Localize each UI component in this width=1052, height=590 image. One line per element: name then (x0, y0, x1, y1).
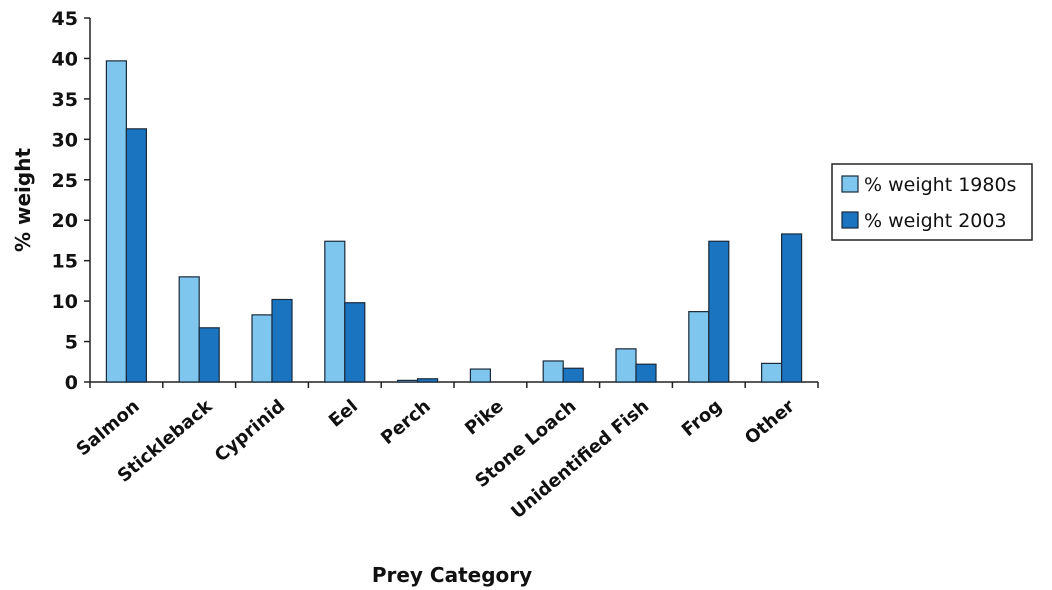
legend-swatch (841, 211, 859, 229)
x-category-label: Pike (461, 396, 507, 440)
bar-series1-pike (469, 368, 491, 383)
bar-series1-eel (324, 240, 346, 383)
x-category-label: Cyprinid (211, 396, 289, 467)
x-category-label: Frog (678, 396, 726, 441)
x-axis-title: Prey Category (372, 563, 532, 587)
bar-series2-stickleback (198, 327, 220, 383)
y-tick-label: 40 (52, 48, 78, 70)
bar-series1-cyprinid (251, 314, 273, 383)
bar-series1-salmon (105, 60, 128, 383)
bar-series1-unidentified-fish (615, 348, 637, 383)
bar-series1-frog (688, 311, 710, 383)
bar-series1-stone-loach (542, 360, 564, 383)
bar-series1-stickleback (178, 276, 200, 383)
x-category-label: Perch (377, 396, 435, 449)
legend-label: % weight 1980s (864, 174, 1016, 196)
bar-series2-perch (417, 378, 439, 383)
bar-series2-unidentified-fish (635, 363, 657, 383)
x-category-label: Salmon (72, 396, 143, 460)
legend-swatch (841, 175, 859, 193)
x-category-label: Other (741, 396, 799, 449)
x-category-label: Eel (325, 396, 362, 432)
bar-series2-stone-loach (562, 367, 584, 383)
bar-series2-other (780, 233, 803, 383)
y-tick-label: 25 (52, 170, 78, 192)
legend-box (831, 163, 1033, 241)
y-tick-label: 15 (52, 251, 78, 273)
y-tick-label: 30 (52, 129, 78, 151)
y-tick-label: 5 (65, 332, 78, 354)
bar-series2-frog (708, 240, 730, 383)
bar-series1-perch (397, 379, 419, 383)
y-tick-label: 35 (52, 89, 78, 111)
y-tick-label: 20 (52, 210, 78, 232)
y-tick-label: 0 (65, 372, 78, 394)
bar-series1-other (760, 362, 783, 383)
y-tick-label: 10 (52, 291, 78, 313)
bar-series2-eel (344, 302, 366, 383)
bar-series2-salmon (125, 128, 148, 383)
y-tick-label: 45 (52, 8, 78, 30)
y-axis-title: % weight (11, 148, 35, 252)
x-category-label: Unidentified Fish (507, 396, 653, 523)
legend-label: % weight 2003 (864, 210, 1007, 232)
legend: % weight 1980s % weight 2003 (831, 163, 1033, 241)
bar-series2-cyprinid (271, 298, 293, 383)
